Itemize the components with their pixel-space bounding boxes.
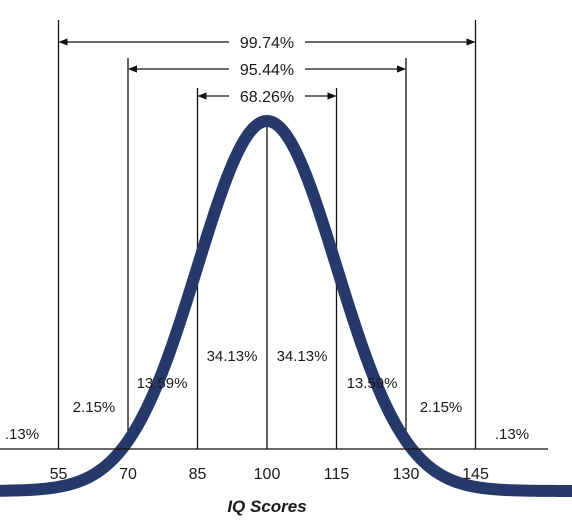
region-label-6: 2.15%: [420, 399, 463, 416]
region-label-2: 13.59%: [137, 375, 188, 392]
region-label-3: 34.13%: [207, 348, 258, 365]
bracket-label-1: 95.44%: [240, 62, 294, 79]
tick-label-70: 70: [119, 466, 137, 483]
tick-label-100: 100: [254, 466, 281, 483]
tick-label-115: 115: [324, 466, 350, 483]
region-label-5: 13.59%: [347, 375, 398, 392]
region-label-0: .13%: [5, 426, 39, 443]
tick-label-55: 55: [50, 466, 68, 483]
tick-label-130: 130: [393, 466, 420, 483]
bracket-label-0: 99.74%: [240, 35, 294, 52]
region-label-1: 2.15%: [73, 399, 116, 416]
bracket-label-2: 68.26%: [240, 89, 294, 106]
normal-curve: [0, 114, 572, 497]
x-axis-label: IQ Scores: [227, 497, 306, 516]
tick-label-145: 145: [462, 466, 489, 483]
region-label-7: .13%: [495, 426, 529, 443]
tick-label-85: 85: [189, 466, 207, 483]
region-label-4: 34.13%: [277, 348, 328, 365]
